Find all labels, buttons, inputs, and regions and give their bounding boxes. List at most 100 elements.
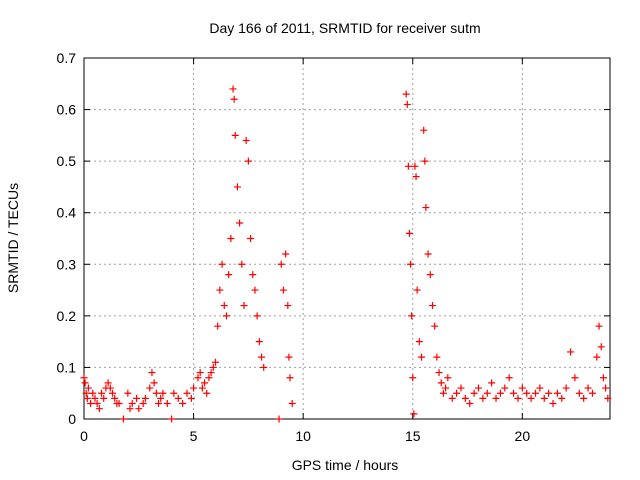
data-point-0-20	[124, 389, 132, 397]
data-point-0-94	[418, 353, 426, 361]
data-point-0-104	[437, 379, 445, 387]
data-point-0-26	[141, 394, 149, 402]
data-point-0-33	[159, 389, 167, 397]
data-point-0-121	[505, 374, 513, 382]
data-point-0-81	[288, 400, 296, 408]
data-point-0-128	[536, 384, 544, 392]
data-point-0-106	[442, 384, 450, 392]
y-tick-label-7: 0.7	[57, 50, 77, 66]
data-point-0-34	[163, 400, 171, 408]
data-point-0-86	[407, 260, 415, 268]
data-point-0-23	[133, 394, 141, 402]
data-point-0-75	[277, 260, 285, 268]
data-point-0-123	[514, 394, 522, 402]
data-point-0-144	[599, 374, 607, 382]
data-point-0-57	[227, 235, 235, 242]
y-axis-label: SRMTID / TECUs	[5, 183, 21, 293]
data-point-0-77	[282, 250, 290, 258]
data-point-0-15	[108, 389, 116, 397]
data-point-0-73	[260, 363, 268, 371]
data-point-0-105	[439, 389, 447, 397]
data-point-0-16	[111, 394, 119, 402]
data-point-0-83	[403, 100, 411, 108]
data-point-0-143	[597, 343, 605, 351]
data-point-0-56	[225, 271, 233, 279]
y-tick-label-3: 0.3	[57, 256, 77, 272]
data-point-0-116	[483, 389, 491, 397]
data-point-0-24	[135, 405, 143, 413]
x-tick-label-2: 10	[295, 428, 311, 444]
data-point-0-76	[279, 286, 287, 294]
data-point-0-115	[479, 394, 487, 402]
data-point-0-80	[286, 374, 294, 382]
data-point-0-38	[179, 400, 187, 408]
data-point-0-135	[567, 348, 575, 356]
data-point-0-108	[448, 394, 456, 402]
data-point-0-66	[244, 157, 252, 165]
data-point-0-6	[89, 389, 97, 397]
data-point-0-138	[580, 394, 588, 402]
data-point-0-54	[220, 302, 228, 310]
y-tick-labels: 0 0.1 0.2 0.3 0.4 0.5 0.6 0.7	[57, 50, 77, 427]
data-point-0-59	[230, 95, 238, 103]
data-point-0-63	[238, 260, 246, 268]
data-point-0-130	[545, 389, 553, 397]
data-point-0-60	[231, 131, 239, 139]
data-point-0-29	[150, 379, 158, 387]
data-point-0-1	[81, 379, 89, 387]
data-point-0-5	[87, 400, 95, 408]
data-point-0-53	[218, 260, 226, 268]
data-point-0-70	[253, 312, 261, 320]
plot-frame	[83, 57, 611, 420]
data-point-0-37	[174, 394, 182, 402]
data-point-0-3	[83, 394, 91, 402]
data-point-0-126	[527, 394, 535, 402]
x-tick-labels: 0 5 10 15 20	[80, 428, 530, 444]
x-tick-label-1: 5	[190, 428, 198, 444]
data-point-0-13	[104, 379, 112, 387]
axis-ticks	[83, 57, 610, 420]
chart-title: Day 166 of 2011, SRMTID for receiver sut…	[209, 20, 480, 36]
data-point-0-49	[209, 363, 217, 371]
data-point-0-146	[604, 394, 612, 402]
data-point-0-7	[91, 394, 99, 402]
data-point-0-98	[424, 250, 432, 258]
data-point-0-124	[518, 384, 526, 392]
data-point-0-93	[415, 338, 423, 346]
data-point-0-0	[80, 374, 88, 382]
data-point-0-122	[510, 389, 518, 397]
data-point-0-119	[496, 389, 504, 397]
data-point-0-109	[453, 389, 461, 397]
data-point-0-30	[152, 389, 160, 397]
data-point-0-120	[501, 384, 509, 392]
data-point-0-44	[198, 384, 206, 392]
y-tick-label-2: 0.2	[57, 308, 77, 324]
data-point-0-36	[170, 389, 178, 397]
data-point-0-32	[157, 394, 165, 402]
data-point-0-145	[602, 384, 610, 392]
x-tick-label-3: 15	[405, 428, 421, 444]
data-point-0-27	[146, 384, 154, 392]
x-tick-label-0: 0	[80, 428, 88, 444]
data-point-0-129	[540, 394, 548, 402]
data-point-0-67	[247, 235, 255, 242]
data-point-0-41	[190, 384, 198, 392]
data-point-0-19	[119, 415, 127, 423]
y-tick-label-5: 0.5	[57, 153, 77, 169]
data-point-0-141	[593, 353, 601, 361]
data-point-0-113	[470, 389, 478, 397]
data-point-0-118	[492, 394, 500, 402]
data-point-0-99	[426, 271, 434, 279]
data-point-0-127	[531, 389, 539, 397]
data-point-0-11	[100, 394, 108, 402]
data-point-0-110	[457, 384, 465, 392]
data-point-0-61	[233, 183, 241, 191]
data-point-0-72	[258, 353, 266, 361]
data-point-0-140	[588, 389, 596, 397]
data-point-0-31	[155, 400, 163, 408]
y-tick-label-1: 0.1	[57, 359, 77, 375]
data-point-0-79	[285, 353, 293, 361]
grid-lines	[84, 58, 610, 419]
data-point-0-71	[255, 338, 263, 346]
